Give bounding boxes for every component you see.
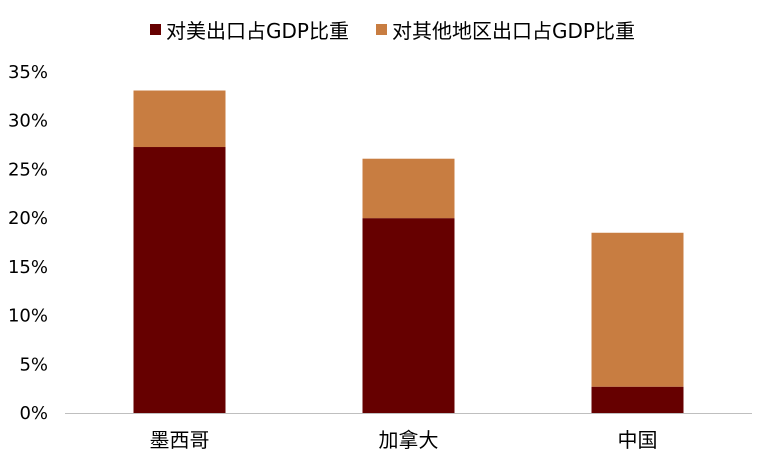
bar-segment-1-2 [362,218,455,413]
legend-swatch-2 [376,24,387,35]
legend-label-2: 对其他地区出口占GDP比重 [392,19,635,43]
legend-label-1: 对美出口占GDP比重 [166,19,349,43]
legend: 对美出口占GDP比重 对其他地区出口占GDP比重 [150,19,635,43]
legend-swatch-1 [150,24,161,35]
y-tick-label: 30% [8,111,48,132]
bar-segment-2-2 [362,158,455,219]
y-tick-label: 25% [8,159,48,180]
bars [133,90,684,413]
y-tick-label: 35% [8,62,48,83]
y-tick-label: 15% [8,257,48,278]
x-category-label: 加拿大 [379,428,439,452]
y-tick-label: 0% [19,403,48,424]
y-tick-label: 10% [8,306,48,327]
x-axis: 墨西哥 加拿大 中国 [65,413,752,452]
x-category-label: 中国 [618,428,658,452]
x-category-label: 墨西哥 [150,428,210,452]
y-tick-label: 5% [19,354,48,375]
y-axis: 0% 5% 10% 15% 20% 25% 30% 35% [8,62,48,424]
bar-segment-1-1 [133,147,226,413]
bar-segment-2-1 [133,90,226,148]
bar-segment-2-3 [591,232,684,387]
bar-segment-1-3 [591,386,684,413]
y-tick-label: 20% [8,208,48,229]
